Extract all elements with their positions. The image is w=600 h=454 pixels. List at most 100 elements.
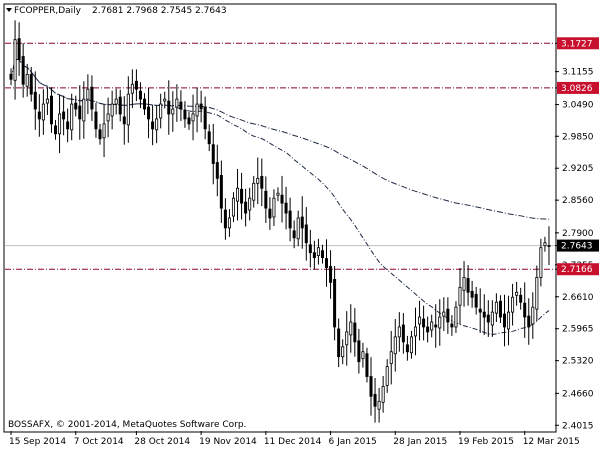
candle bbox=[498, 295, 502, 324]
candle bbox=[333, 266, 337, 341]
candle bbox=[9, 68, 13, 86]
candle bbox=[45, 87, 49, 115]
candle bbox=[163, 91, 167, 109]
candle bbox=[215, 144, 219, 197]
candle bbox=[66, 108, 70, 143]
symbol-title: FCOPPER,Daily bbox=[14, 6, 82, 16]
candle bbox=[151, 105, 155, 146]
candle bbox=[142, 93, 147, 115]
candle bbox=[138, 82, 142, 109]
copyright-caption: BOSSAFX, © 2001-2014, MetaQuotes Softwar… bbox=[8, 420, 246, 430]
candle bbox=[454, 301, 458, 333]
candle bbox=[385, 359, 389, 393]
candle bbox=[292, 220, 296, 249]
candle bbox=[296, 210, 300, 247]
candle bbox=[114, 88, 118, 115]
x-tick-label: 12 Mar 2015 bbox=[523, 437, 580, 447]
candle bbox=[231, 192, 235, 222]
candle bbox=[49, 87, 53, 133]
x-tick-label: 7 Oct 2014 bbox=[74, 437, 124, 447]
candle bbox=[531, 292, 535, 339]
x-tick-label: 28 Jan 2015 bbox=[393, 437, 447, 447]
candle bbox=[466, 265, 470, 306]
candle bbox=[446, 297, 450, 334]
x-tick-label: 28 Oct 2014 bbox=[134, 437, 190, 447]
candle bbox=[70, 93, 74, 141]
y-axis: 3.1727 3.1155 3.0826 3.0490 2.9850 2.9205 2.85… bbox=[555, 39, 594, 431]
candle bbox=[94, 103, 98, 138]
candle bbox=[478, 288, 482, 333]
candle bbox=[438, 299, 442, 346]
candle bbox=[211, 123, 215, 185]
candle bbox=[183, 101, 187, 128]
candle bbox=[502, 294, 506, 347]
candle bbox=[511, 283, 515, 326]
candle bbox=[543, 236, 547, 252]
candle bbox=[462, 261, 466, 307]
x-axis: 15 Sep 2014 7 Oct 2014 28 Oct 2014 19 Nov 2… bbox=[9, 431, 580, 447]
candle bbox=[450, 315, 454, 336]
candle bbox=[316, 238, 320, 265]
candle bbox=[102, 104, 106, 158]
candle bbox=[260, 158, 264, 207]
y-tick-label: 2.4015 bbox=[562, 421, 594, 431]
candle bbox=[25, 63, 29, 97]
candle bbox=[248, 187, 252, 221]
candle bbox=[547, 226, 551, 266]
candle bbox=[426, 316, 430, 343]
candle bbox=[54, 119, 58, 140]
candle bbox=[256, 157, 260, 205]
candle bbox=[17, 22, 21, 76]
candle bbox=[134, 69, 138, 102]
x-tick-label: 6 Jan 2015 bbox=[329, 437, 377, 447]
candle bbox=[413, 307, 418, 356]
candle bbox=[422, 305, 426, 341]
candle bbox=[13, 20, 17, 100]
price-labels-layer: 3.1727 3.0826 2.7166 2.7643 bbox=[557, 37, 599, 276]
level-label: 3.0826 bbox=[561, 84, 593, 94]
candle bbox=[82, 81, 86, 139]
candle bbox=[345, 311, 349, 366]
candle bbox=[482, 294, 486, 335]
candle bbox=[389, 330, 393, 385]
current-price-label: 2.7643 bbox=[561, 242, 593, 252]
candle bbox=[434, 304, 438, 348]
candle bbox=[527, 298, 531, 345]
candle bbox=[349, 304, 353, 353]
candle bbox=[264, 176, 268, 223]
candle bbox=[227, 209, 231, 237]
candle bbox=[280, 175, 284, 223]
candle bbox=[458, 268, 462, 325]
levels-layer bbox=[5, 42, 555, 270]
candle bbox=[474, 286, 478, 315]
candle bbox=[276, 187, 280, 202]
candle bbox=[377, 387, 381, 423]
candle bbox=[361, 342, 365, 368]
candle bbox=[203, 96, 207, 140]
candle bbox=[268, 197, 272, 230]
candle bbox=[418, 300, 422, 341]
candle bbox=[494, 293, 498, 323]
y-tick-label: 2.4660 bbox=[562, 389, 594, 399]
x-tick-label: 19 Feb 2015 bbox=[458, 437, 514, 447]
candle bbox=[147, 87, 151, 139]
symbol-arrow-icon bbox=[6, 8, 12, 12]
moving-average-long-line bbox=[10, 58, 550, 220]
y-tick-label: 2.9205 bbox=[562, 164, 594, 174]
candle bbox=[159, 93, 163, 129]
candle bbox=[515, 281, 519, 306]
candle bbox=[470, 280, 474, 308]
candle bbox=[195, 87, 199, 133]
candle bbox=[86, 74, 90, 114]
candle bbox=[357, 328, 361, 374]
current-price-label-bg bbox=[557, 239, 599, 252]
candle bbox=[179, 90, 183, 121]
y-tick-label: 2.5320 bbox=[562, 357, 594, 367]
candle bbox=[325, 239, 329, 287]
candle bbox=[126, 76, 130, 143]
candle bbox=[337, 318, 341, 368]
y-tick-label: 2.8560 bbox=[562, 196, 594, 206]
candles-layer bbox=[9, 20, 551, 423]
level-label: 3.1727 bbox=[561, 39, 593, 49]
